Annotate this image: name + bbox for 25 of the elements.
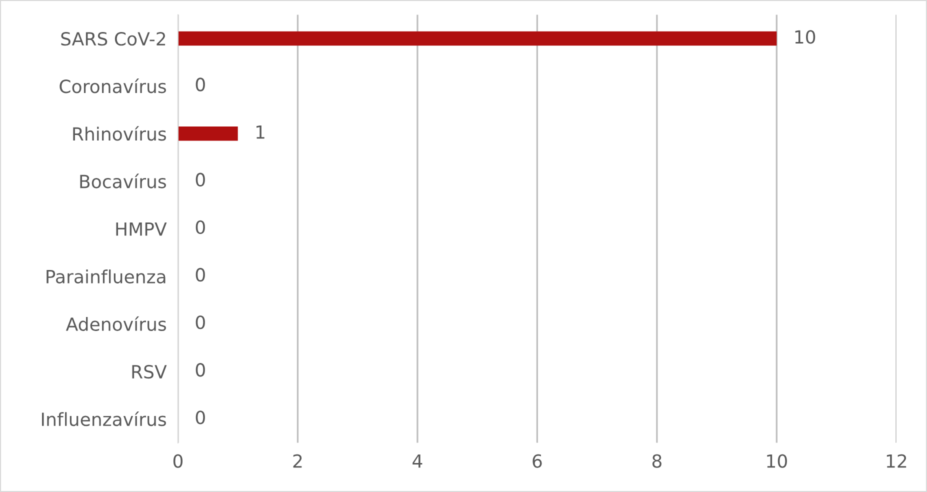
x-tick-label: 6 bbox=[532, 454, 542, 468]
data-label: 0 bbox=[196, 172, 205, 186]
x-tick-label: 4 bbox=[412, 454, 422, 468]
data-label: 10 bbox=[795, 30, 816, 44]
y-tick-label: Parainfluenza bbox=[46, 269, 166, 284]
y-tick-label: Adenovírus bbox=[66, 316, 166, 332]
y-tick-label: Rhinovírus bbox=[73, 126, 166, 141]
x-tick-label: 8 bbox=[652, 454, 662, 468]
x-tick-label: 0 bbox=[173, 454, 183, 468]
y-tick-label: SARS CoV-2 bbox=[61, 32, 166, 46]
data-label: 0 bbox=[196, 410, 205, 424]
x-tick-label: 2 bbox=[293, 454, 302, 468]
y-tick-label: Coronavírus bbox=[60, 78, 166, 94]
y-tick-label: Bocavírus bbox=[80, 174, 166, 188]
data-label: 0 bbox=[196, 363, 205, 377]
y-tick-label: HMPV bbox=[116, 222, 167, 236]
y-tick-label: RSV bbox=[132, 364, 167, 379]
y-tick-label: Influenzavírus bbox=[42, 411, 166, 426]
data-label: 1 bbox=[256, 125, 264, 139]
data-label: 0 bbox=[196, 220, 205, 234]
data-label: 0 bbox=[196, 78, 205, 92]
x-tick-label: 12 bbox=[886, 454, 906, 468]
data-label: 0 bbox=[196, 268, 205, 282]
x-tick-label: 10 bbox=[767, 454, 787, 468]
data-label: 0 bbox=[196, 315, 205, 330]
